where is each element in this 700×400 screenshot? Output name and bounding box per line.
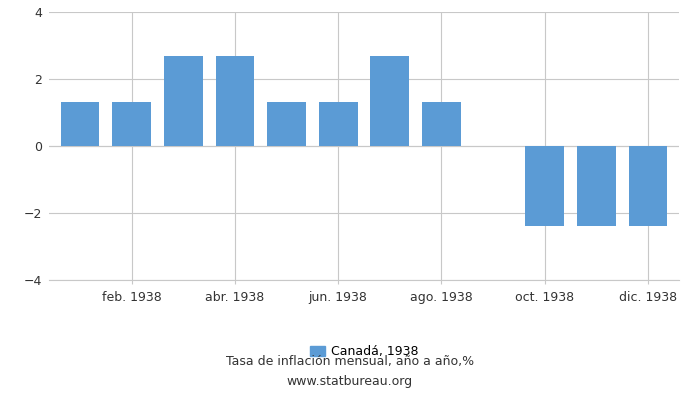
- Legend: Canadá, 1938: Canadá, 1938: [309, 345, 419, 358]
- Bar: [216, 56, 254, 146]
- Bar: [422, 102, 461, 146]
- Bar: [267, 102, 306, 146]
- Bar: [526, 146, 564, 226]
- Bar: [577, 146, 616, 226]
- Bar: [61, 102, 99, 146]
- Bar: [164, 56, 202, 146]
- Bar: [318, 102, 358, 146]
- Bar: [370, 56, 410, 146]
- Bar: [112, 102, 151, 146]
- Text: Tasa de inflación mensual, año a año,%: Tasa de inflación mensual, año a año,%: [226, 356, 474, 368]
- Text: www.statbureau.org: www.statbureau.org: [287, 376, 413, 388]
- Bar: [629, 146, 667, 226]
